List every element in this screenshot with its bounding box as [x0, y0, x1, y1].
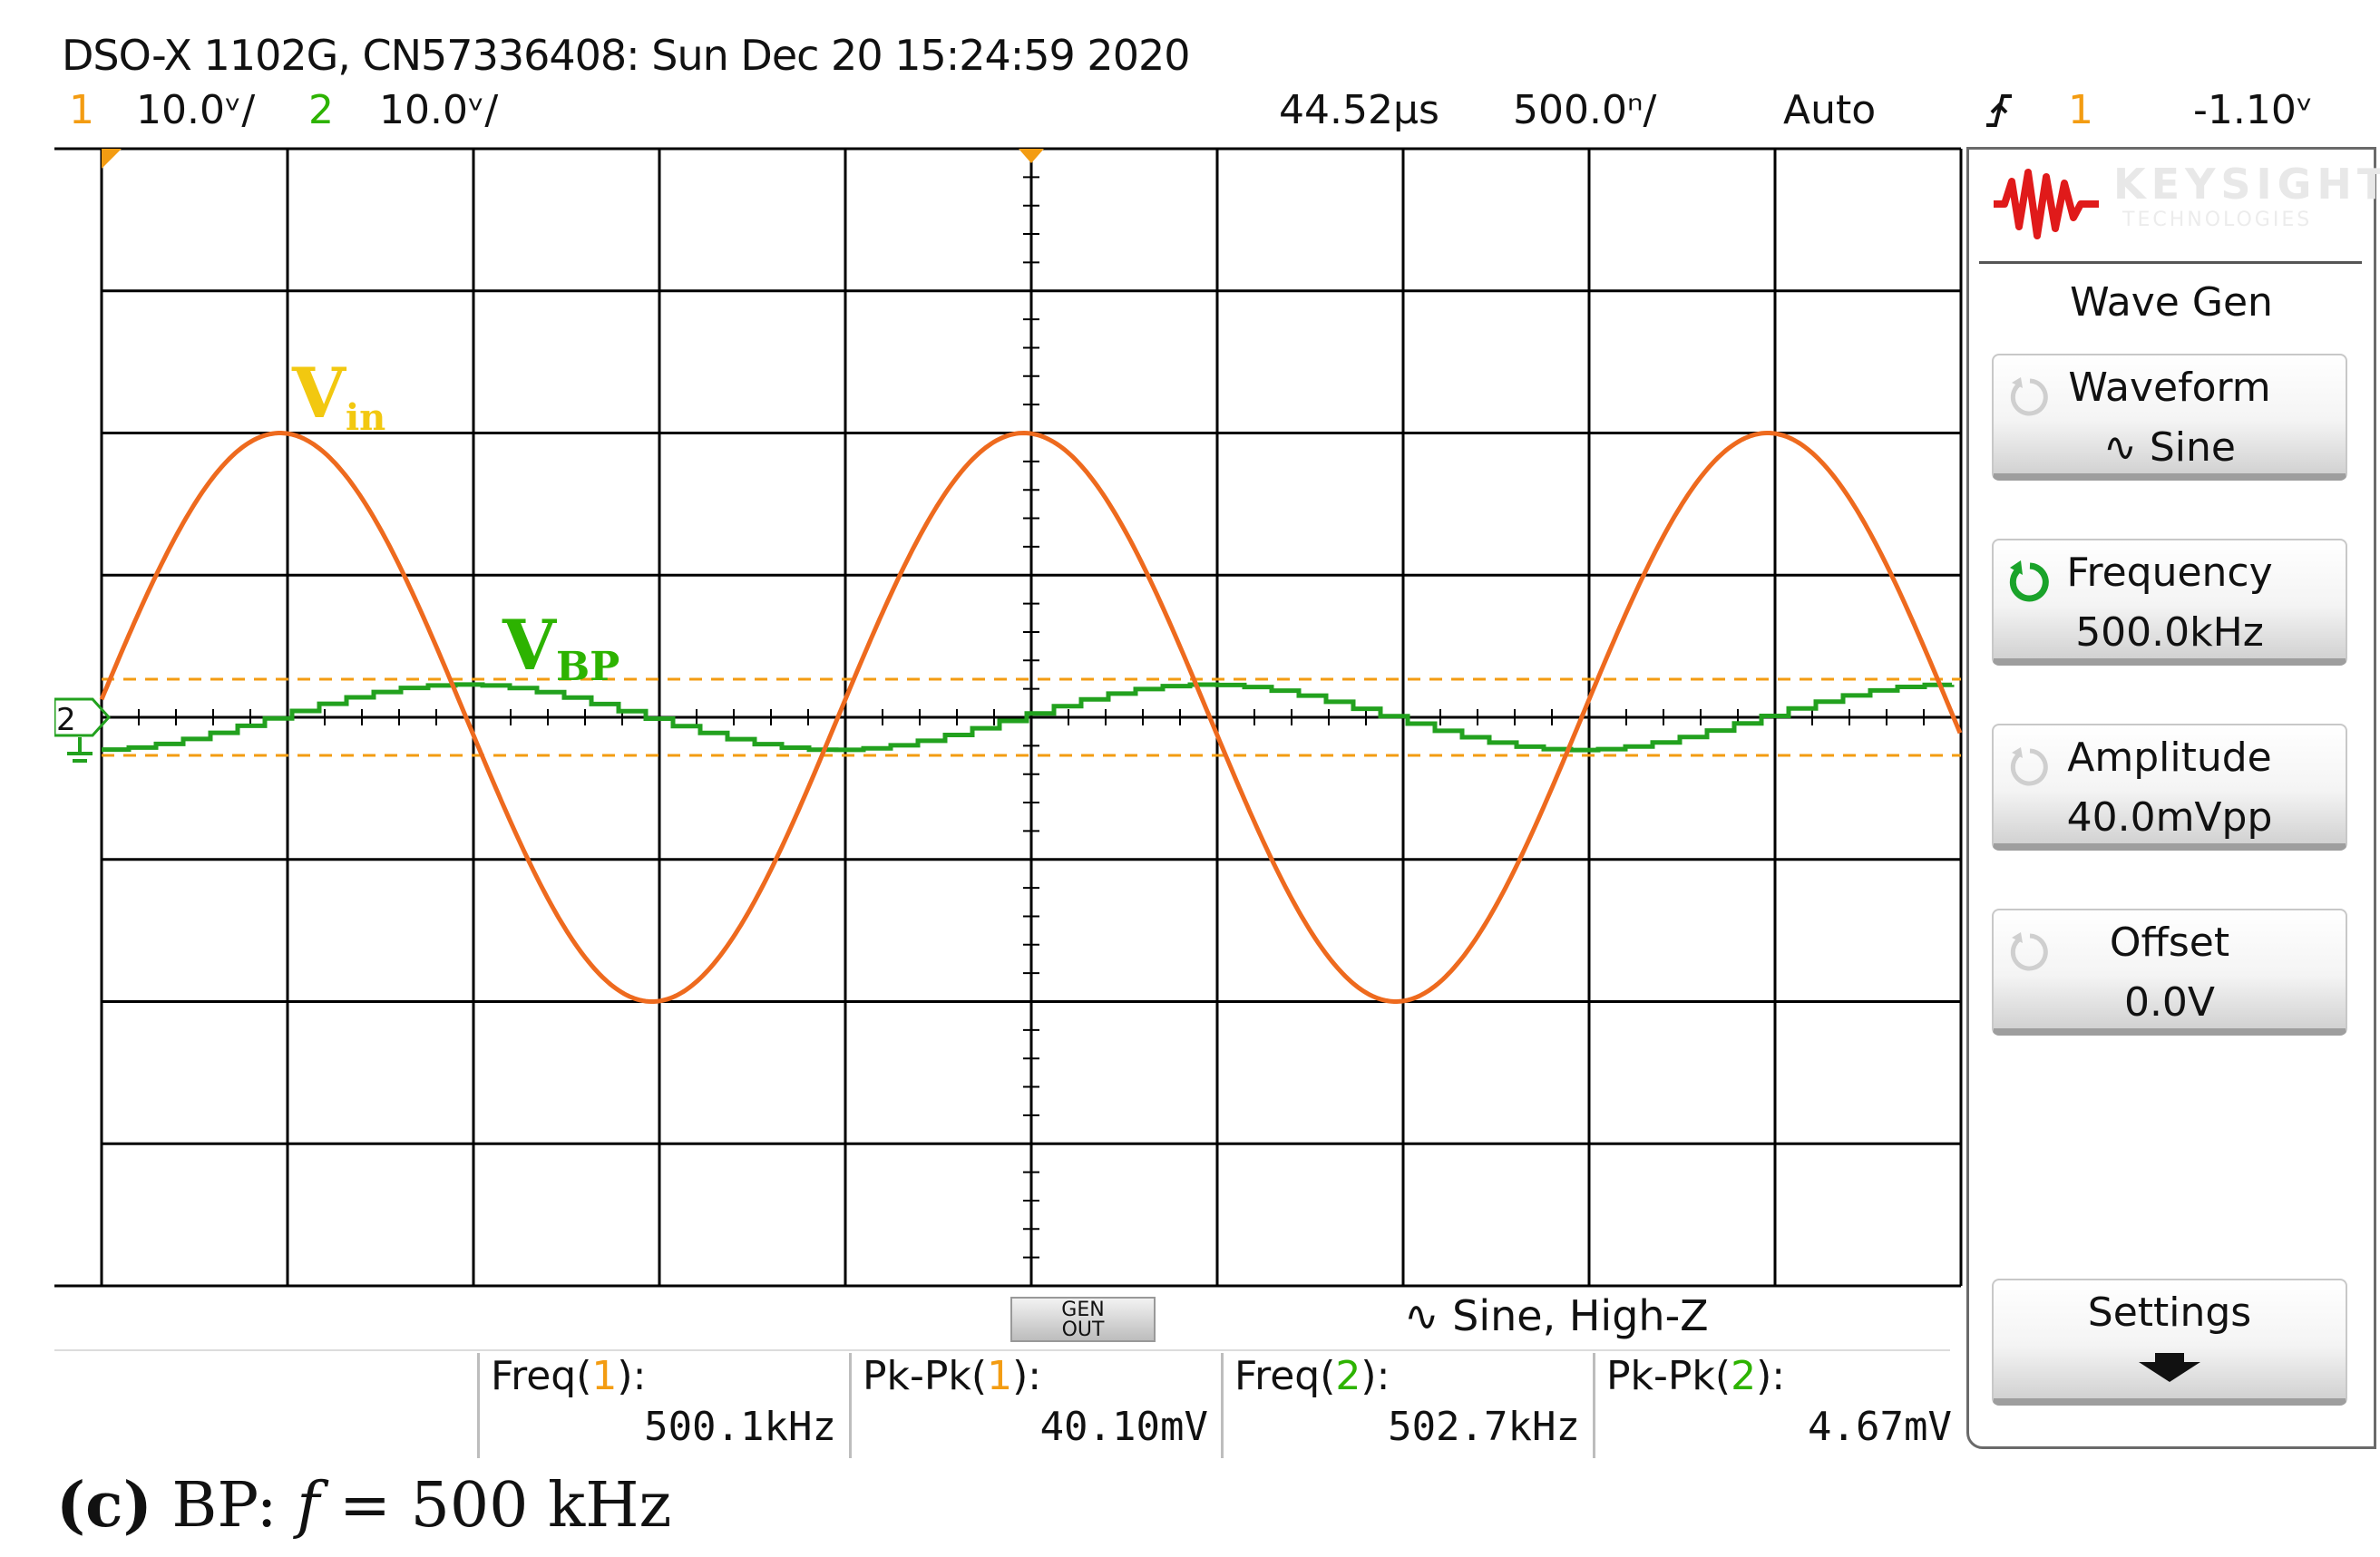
amplitude-value: 40.0mVpp	[2066, 794, 2273, 841]
measurement-pkpk-ch2[interactable]: Pk-Pk(2): 4.67mV	[1593, 1353, 1965, 1458]
down-arrow-icon	[1994, 1349, 2346, 1396]
channel2-scale[interactable]: 10.0ᵛ/	[379, 87, 499, 133]
measurement-label: Freq(2):	[1234, 1353, 1390, 1399]
knob-icon	[2010, 932, 2048, 971]
channel1-number: 1	[69, 87, 94, 133]
knob-active-icon	[2009, 560, 2049, 602]
waveform-area[interactable]: 2 Vin VBP	[54, 145, 1966, 1289]
brand-name: KEYSIGHT	[2113, 160, 2380, 209]
settings-softkey[interactable]: Settings	[1992, 1279, 2347, 1406]
amplitude-label: Amplitude	[2067, 735, 2272, 781]
channel2-indicator[interactable]: 2	[308, 87, 334, 141]
measurement-value: 40.10mV	[1039, 1404, 1208, 1450]
measurement-label: Pk-Pk(1):	[863, 1353, 1042, 1399]
time-scale[interactable]: 500.0ⁿ/	[1513, 87, 1657, 133]
scope-title: DSO-X 1102G, CN57336408: Sun Dec 20 15:2…	[62, 31, 1190, 80]
amplitude-softkey[interactable]: Amplitude 40.0mVpp	[1992, 724, 2347, 851]
measurement-value: 502.7kHz	[1388, 1404, 1580, 1450]
brand-subtitle: TECHNOLOGIES	[2122, 209, 2313, 231]
frequency-softkey[interactable]: Frequency 500.0kHz	[1992, 539, 2347, 666]
panel-title: Wave Gen	[2070, 279, 2273, 326]
measurement-freq-ch2[interactable]: Freq(2): 502.7kHz	[1221, 1353, 1593, 1458]
measurement-value: 4.67mV	[1808, 1404, 1952, 1450]
waveform-softkey[interactable]: Waveform ∿ Sine	[1992, 354, 2347, 481]
caption-tag: (c)	[56, 1469, 152, 1542]
caption-variable: f	[297, 1470, 320, 1542]
gen-out-line2: OUT	[1061, 1319, 1105, 1341]
status-divider	[54, 1349, 1950, 1351]
ground-marker-number: 2	[56, 702, 76, 738]
measurement-freq-ch1[interactable]: Freq(1): 500.1kHz	[477, 1353, 849, 1458]
offset-value: 0.0V	[2123, 979, 2216, 1026]
settings-label: Settings	[2087, 1289, 2252, 1336]
channel1-indicator[interactable]: 1	[69, 87, 94, 141]
measurement-value: 500.1kHz	[644, 1404, 836, 1450]
knob-icon	[2010, 747, 2048, 786]
ground-marker-outline	[54, 697, 112, 737]
caption-rest: = 500 kHz	[319, 1470, 672, 1542]
trigger-position-marker[interactable]	[1019, 149, 1044, 163]
panel-divider	[1979, 261, 2362, 264]
keysight-logo-icon	[1992, 163, 2101, 248]
frequency-value: 500.0kHz	[2075, 609, 2264, 656]
channel1-scale[interactable]: 10.0ᵛ/	[136, 87, 256, 133]
gen-out-line1: GEN	[1061, 1299, 1105, 1321]
scope-display[interactable]: 2 Vin VBP	[54, 145, 1966, 1289]
time-position[interactable]: 44.52µs	[1279, 87, 1439, 133]
trigger-level[interactable]: -1.10ᵛ	[2193, 87, 2314, 133]
waveform-value: ∿ Sine	[2103, 424, 2236, 471]
vin-label: Vin	[291, 353, 385, 439]
offset-softkey[interactable]: Offset 0.0V	[1992, 909, 2347, 1036]
gen-out-button[interactable]: GEN OUT	[1010, 1297, 1156, 1342]
knob-icon	[2010, 377, 2048, 416]
wavegen-status: ∿ Sine, High-Z	[1404, 1291, 1709, 1340]
caption-text: BP:	[151, 1470, 298, 1542]
figure-caption: (c) BP: f = 500 kHz	[56, 1469, 671, 1542]
measurement-pkpk-ch1[interactable]: Pk-Pk(1): 40.10mV	[849, 1353, 1221, 1458]
rising-edge-icon	[1983, 91, 2015, 145]
measurement-label: Pk-Pk(2):	[1606, 1353, 1786, 1399]
trigger-source[interactable]: 1	[2068, 87, 2093, 133]
trigger-mode[interactable]: Auto	[1783, 87, 1877, 133]
channel2-number: 2	[308, 87, 334, 133]
vbp-label: VBP	[502, 605, 619, 690]
measurement-label: Freq(1):	[491, 1353, 647, 1399]
waveform-label: Waveform	[2068, 365, 2271, 411]
trace-vin	[99, 430, 1963, 1004]
offset-label: Offset	[2109, 920, 2230, 966]
ground-icon	[67, 737, 93, 763]
frequency-label: Frequency	[2066, 550, 2273, 596]
channel2-ground-marker[interactable]: 2	[54, 697, 112, 763]
time-reference-marker	[102, 149, 122, 169]
trace-vbp	[102, 682, 1955, 753]
